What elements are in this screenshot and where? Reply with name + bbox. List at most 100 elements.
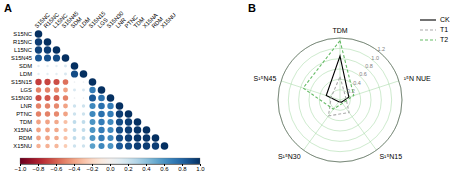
- cell-circle: [152, 134, 160, 142]
- radial-tick-label: 0.6: [359, 71, 367, 77]
- row-tick: S15N15: [11, 79, 34, 85]
- legend-item: T2: [420, 36, 448, 43]
- cell-circle: [125, 126, 132, 133]
- legend: CK T1 T2: [420, 16, 450, 43]
- colorbar-tick: −1.0: [15, 164, 28, 172]
- row-tick: LNR: [20, 103, 34, 109]
- cell-circle: [55, 73, 57, 75]
- cell-circle: [74, 97, 76, 99]
- legend-swatch: [420, 39, 436, 40]
- radial-tick-label: 0.4: [353, 80, 361, 86]
- tick-label: 0.0: [106, 166, 115, 172]
- cell-circle: [90, 135, 96, 141]
- cell-circle: [89, 87, 95, 93]
- cell-circle: [73, 144, 76, 147]
- cell-circle: [98, 95, 105, 102]
- row-tick: S15N45: [11, 55, 34, 61]
- cell-circle: [54, 120, 59, 125]
- row-label: S15N15: [11, 79, 32, 85]
- cell-circle: [116, 126, 123, 133]
- cell-circle: [125, 110, 133, 118]
- row-tick: RDM: [19, 135, 34, 141]
- row-tick: L15NC: [14, 47, 34, 53]
- radar-frame: [278, 38, 402, 162]
- row-label: S15N30: [11, 95, 32, 101]
- cell-circle: [53, 54, 60, 61]
- cell-circle: [35, 30, 43, 38]
- row-tick: TDM: [19, 119, 34, 125]
- cell-circle: [54, 136, 59, 141]
- cell-circle: [89, 78, 97, 86]
- legend-swatch: [420, 29, 436, 30]
- row-label: L15NC: [14, 47, 32, 53]
- tick-label: 0.6: [160, 166, 169, 172]
- tick-label: −0.4: [69, 166, 82, 172]
- row-label: R15NC: [13, 39, 32, 45]
- cell-circle: [134, 134, 142, 142]
- cell-circle: [98, 111, 105, 118]
- cell-circle: [45, 95, 51, 101]
- colorbar-tick: 0.8: [178, 164, 187, 172]
- cell-circle: [36, 136, 41, 141]
- cell-circle: [143, 126, 151, 134]
- radial-tick-label: 1.2: [377, 46, 385, 52]
- cell-circle: [73, 112, 76, 115]
- colorbar-tick: 0.0: [106, 164, 115, 172]
- cell-circle: [35, 38, 42, 45]
- radial-tick-labels: 0.20.40.60.81.01.2: [347, 46, 385, 94]
- row-tick: PTNC: [16, 111, 34, 117]
- cell-circle: [74, 81, 76, 83]
- cell-circle: [35, 79, 41, 85]
- tick-label: 0.8: [178, 166, 187, 172]
- cell-circle: [64, 65, 67, 68]
- cell-circle: [108, 143, 114, 149]
- cell-circle: [107, 103, 113, 109]
- cell-circle: [90, 143, 96, 149]
- row-tick: X15NA: [14, 127, 34, 133]
- row-label: SDM: [19, 63, 32, 69]
- cell-circle: [63, 136, 67, 140]
- cell-circle: [125, 118, 132, 125]
- cell-circle: [53, 79, 59, 85]
- cell-circle: [134, 118, 142, 126]
- legend-item: T1: [420, 26, 448, 33]
- cell-circle: [71, 70, 78, 77]
- colorbar-tick: −0.8: [33, 164, 46, 172]
- legend-label: CK: [440, 16, 450, 23]
- cell-circle: [80, 70, 88, 78]
- row-tick: R15NC: [13, 39, 34, 45]
- cell-circle: [44, 79, 50, 85]
- cell-circle: [45, 144, 49, 148]
- cell-circle: [54, 128, 59, 133]
- grid-circle: [278, 38, 402, 162]
- cell-circle: [44, 46, 51, 53]
- cell-circle: [54, 111, 59, 116]
- cell-circle: [73, 120, 77, 124]
- cell-circle: [82, 136, 86, 140]
- cell-circle: [98, 119, 104, 125]
- cell-circle: [152, 142, 159, 149]
- row-labels: S15NCR15NCL15NCS15N45SDMLDMS15N15LGSS15N…: [11, 31, 34, 149]
- cell-circle: [98, 127, 104, 133]
- cell-circle: [82, 120, 86, 124]
- cell-circle: [90, 119, 96, 125]
- cell-circle: [54, 103, 59, 108]
- panel-title: B: [248, 2, 256, 14]
- cell-circle: [116, 110, 123, 117]
- row-tick: SDM: [19, 63, 34, 69]
- cell-circle: [73, 104, 76, 107]
- cell-circle: [45, 120, 50, 125]
- tick-label: −1.0: [15, 166, 28, 172]
- legend-label: T1: [440, 26, 448, 33]
- cell-circle: [64, 144, 68, 148]
- colorbar-tick: −0.2: [87, 164, 100, 172]
- grid-spoke: [304, 100, 340, 150]
- cell-circle: [63, 104, 68, 109]
- cell-circle: [134, 126, 142, 134]
- cell-circle: [45, 111, 50, 116]
- cell-circle: [46, 65, 48, 67]
- cell-circle: [73, 136, 77, 140]
- cell-circle: [107, 94, 115, 102]
- cell-circle: [63, 128, 67, 132]
- cell-circle: [36, 87, 41, 92]
